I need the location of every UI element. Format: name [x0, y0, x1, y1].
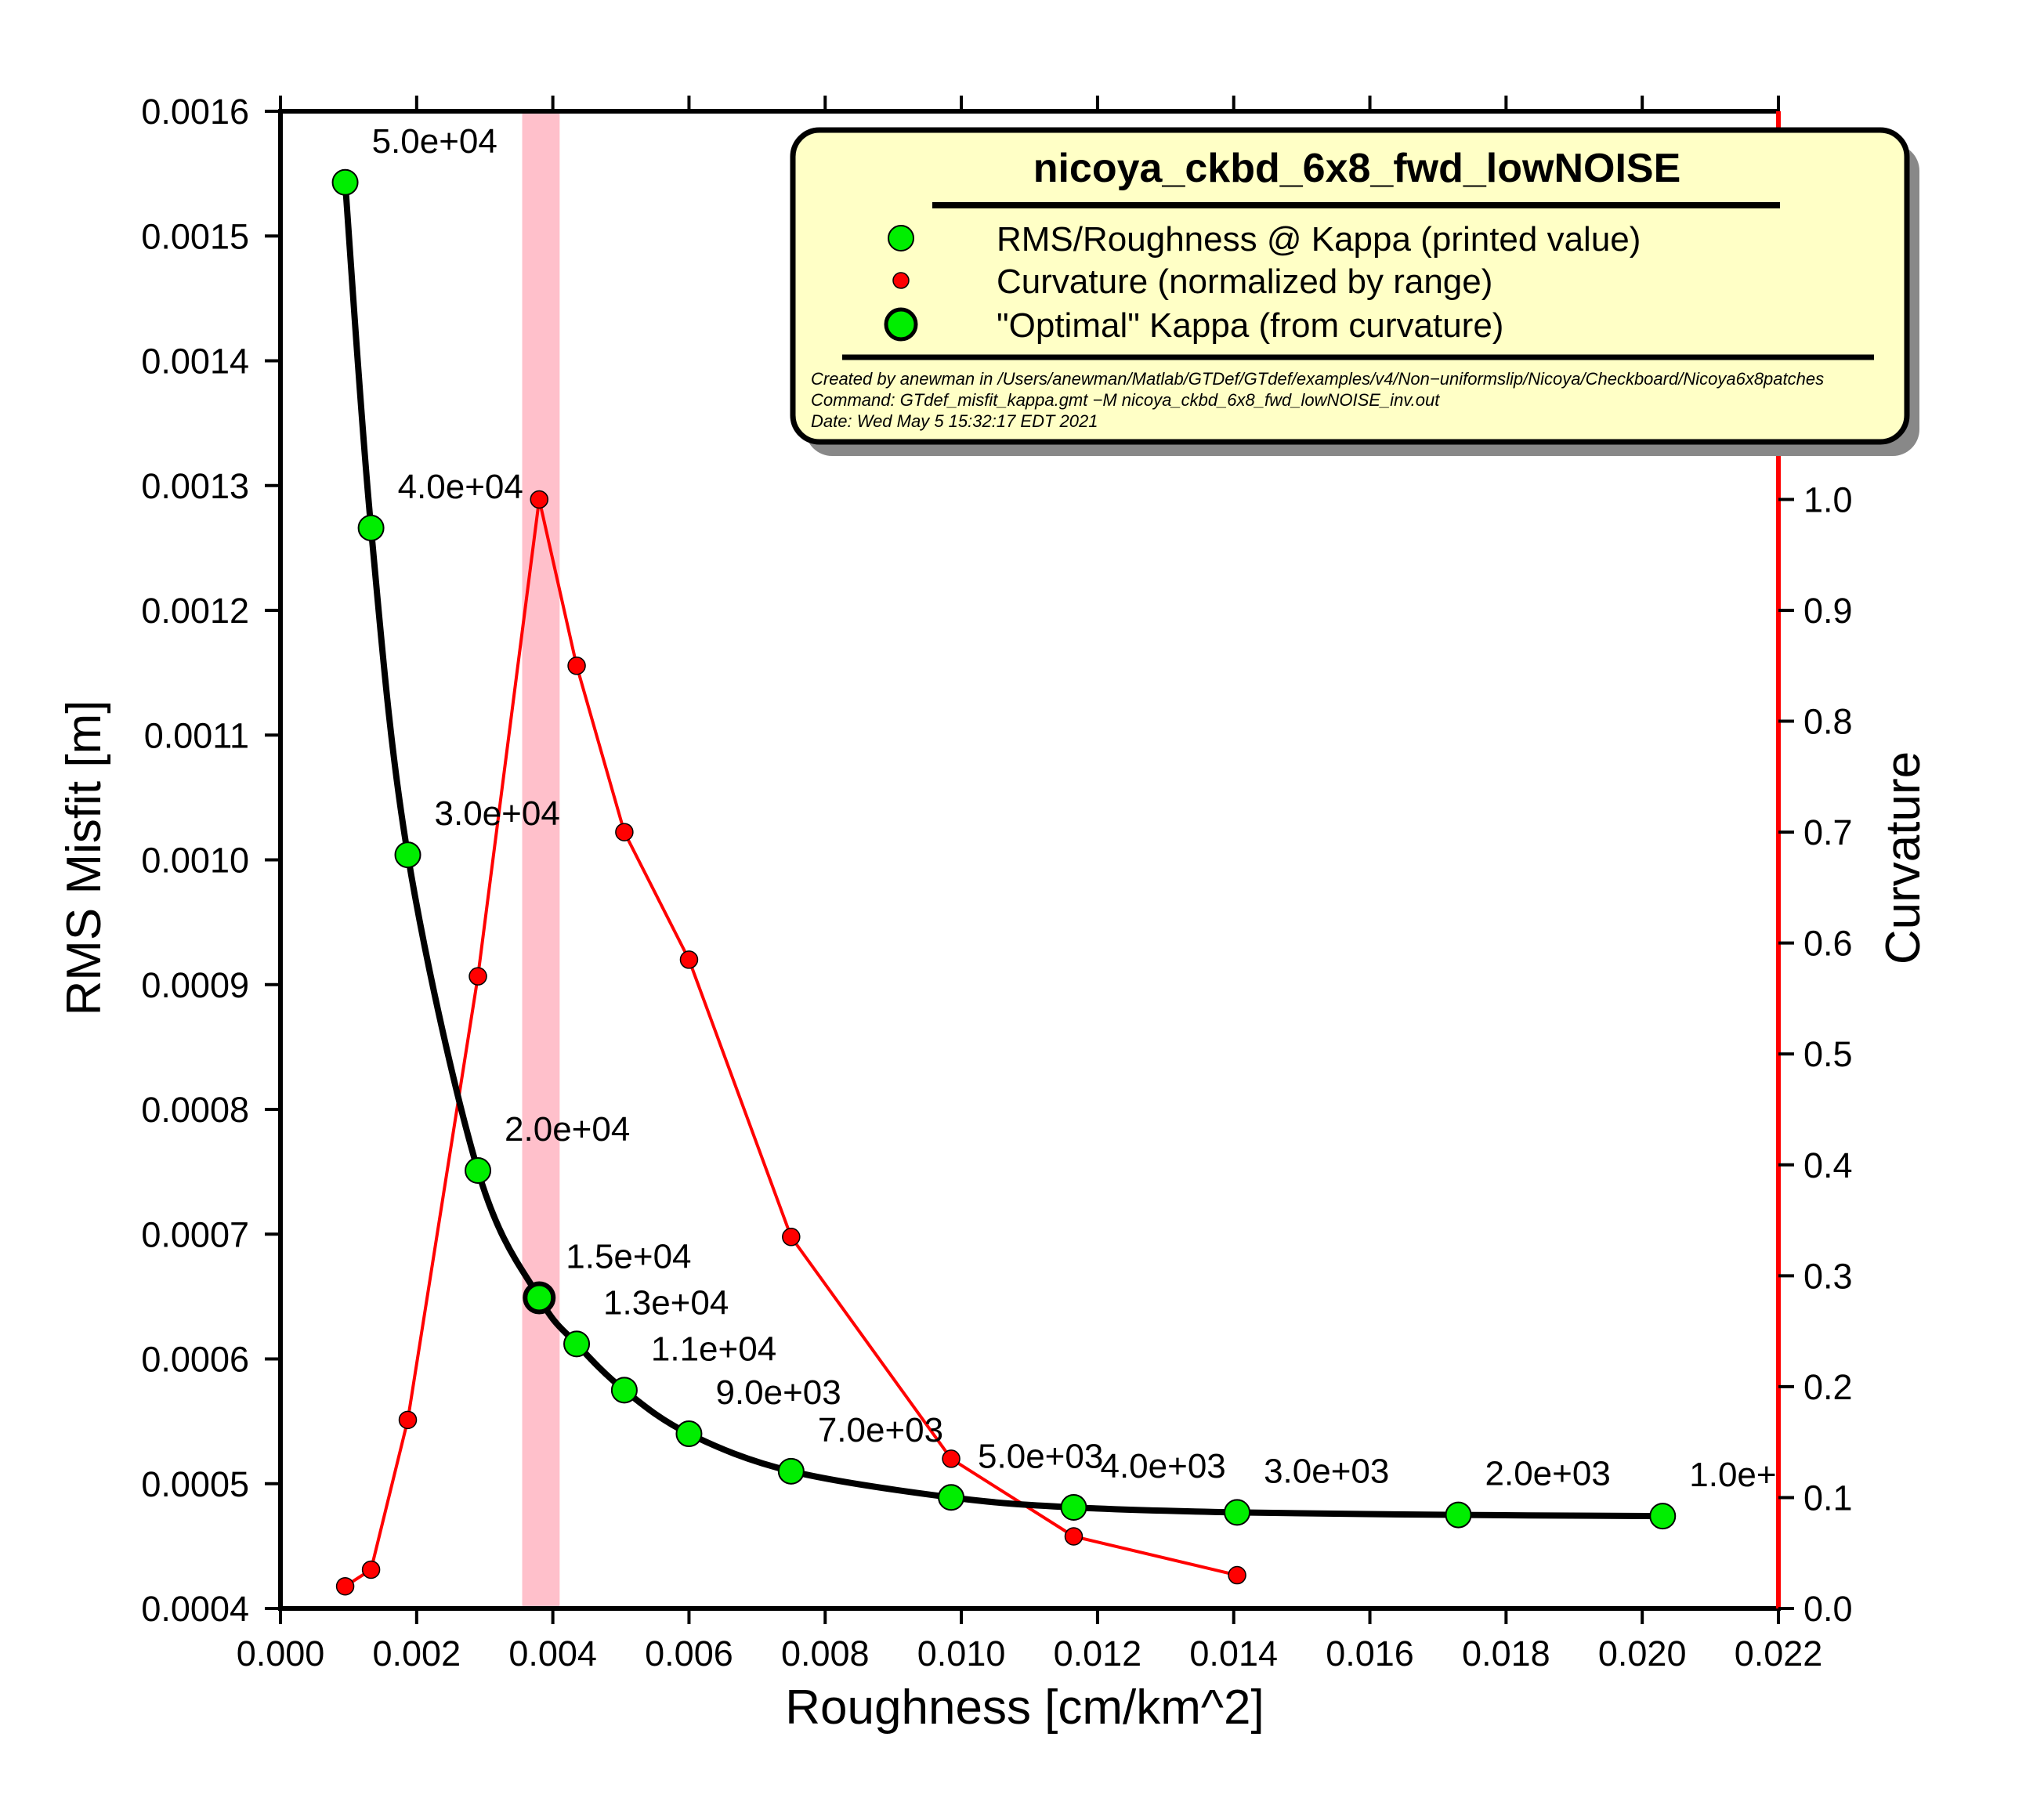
x-tick-label: 0.000: [237, 1634, 325, 1673]
rms-point: [331, 168, 359, 196]
legend-meta-command: Command: GTdef_misfit_kappa.gmt −M nicoy…: [811, 390, 1440, 410]
kappa-label: 7.0e+03: [818, 1411, 943, 1449]
y-tick-label: 0.0015: [141, 216, 249, 256]
rms-point: [1060, 1494, 1087, 1521]
kappa-label: 2.0e+04: [505, 1110, 630, 1149]
legend-optimal-marker: [884, 307, 918, 342]
curvature-point: [679, 950, 699, 969]
rms-point: [1649, 1503, 1677, 1530]
y-tick-label: 0.0004: [141, 1589, 249, 1629]
rms-point: [675, 1420, 703, 1448]
kappa-label: 1.0e+: [1689, 1456, 1776, 1494]
curvature-point: [615, 823, 634, 841]
y-tick-label: 0.0010: [141, 841, 249, 881]
x-tick-label: 0.012: [1054, 1634, 1142, 1673]
curvature-series: [335, 490, 1246, 1596]
curvature-point: [1228, 1565, 1246, 1585]
rms-point: [465, 1157, 492, 1185]
x-tick-label: 0.008: [781, 1634, 870, 1673]
curvature-point: [398, 1410, 418, 1430]
optimal-band: [522, 111, 560, 1608]
y2-axis-title: Curvature: [1876, 751, 1930, 964]
y2-tick-label: 0.5: [1803, 1034, 1853, 1074]
y-tick-label: 0.0007: [141, 1214, 249, 1254]
y-tick-label: 0.0009: [141, 965, 249, 1005]
y2-tick-label: 0.4: [1803, 1145, 1853, 1185]
y-axis-title: RMS Misfit [m]: [57, 700, 111, 1016]
y-tick-label: 0.0006: [141, 1340, 249, 1380]
curvature-point: [567, 657, 586, 675]
kappa-label: 4.0e+04: [398, 468, 523, 506]
y2-tick-label: 0.0: [1803, 1589, 1853, 1629]
rms-point: [357, 514, 385, 541]
legend-entry-rms: RMS/Roughness @ Kappa (printed value): [997, 220, 1641, 259]
y-tick-label: 0.0012: [141, 591, 249, 631]
x-tick-label: 0.014: [1189, 1634, 1278, 1673]
y2-tick-label: 0.9: [1803, 591, 1853, 631]
x-tick-label: 0.004: [508, 1634, 597, 1673]
legend-meta-date: Date: Wed May 5 15:32:17 EDT 2021: [811, 411, 1098, 431]
y2-tick-label: 0.3: [1803, 1256, 1853, 1296]
kappa-label: 5.0e+03: [978, 1437, 1103, 1475]
x-tick-label: 0.022: [1735, 1634, 1823, 1673]
axis-ticks: 0.000 0.002 0.004 0.006 0.008 0.010 0.012 0.014…: [141, 92, 1852, 1673]
curvature-line: [344, 499, 1238, 1588]
kappa-label: 5.0e+04: [372, 122, 497, 161]
kappa-label: 3.0e+04: [435, 794, 560, 833]
kappa-label: 1.3e+04: [603, 1283, 729, 1322]
rms-point: [563, 1330, 591, 1358]
y-tick-label: 0.0011: [144, 715, 249, 755]
rms-point: [1445, 1501, 1472, 1529]
x-tick-label: 0.018: [1462, 1634, 1550, 1673]
x-tick-label: 0.020: [1598, 1634, 1687, 1673]
legend-title: nicoya_ckbd_6x8_fwd_lowNOISE: [1033, 146, 1681, 191]
y2-tick-label: 0.6: [1803, 924, 1853, 964]
curvature-point: [782, 1228, 801, 1247]
kappa-label: 1.1e+04: [651, 1330, 776, 1368]
legend-entry-curvature: Curvature (normalized by range): [997, 262, 1492, 301]
y-tick-label: 0.0014: [141, 342, 249, 382]
kappa-label: 1.5e+04: [566, 1237, 691, 1275]
kappa-label: 9.0e+03: [715, 1373, 841, 1412]
legend-box: nicoya_ckbd_6x8_fwd_lowNOISE RMS/Roughne…: [790, 127, 1919, 456]
kappa-label: 2.0e+03: [1485, 1455, 1611, 1493]
y-tick-label: 0.0016: [141, 92, 249, 132]
rms-point: [394, 841, 421, 869]
kappa-labels: 5.0e+04 4.0e+04 3.0e+04 2.0e+04 1.5e+04 1.3e+…: [372, 122, 1777, 1494]
x-tick-label: 0.006: [645, 1634, 733, 1673]
legend-rms-marker: [888, 225, 914, 251]
curvature-point: [530, 490, 549, 509]
curvature-point: [335, 1576, 355, 1596]
rms-point: [777, 1457, 805, 1485]
curvature-point: [942, 1449, 960, 1468]
legend-curvature-marker: [892, 272, 910, 289]
curvature-point: [361, 1560, 381, 1579]
x-tick-label: 0.002: [373, 1634, 461, 1673]
optimal-band-layer: [522, 111, 560, 1608]
rms-series: [331, 168, 1677, 1530]
rms-point: [1224, 1499, 1251, 1526]
x-tick-label: 0.010: [917, 1634, 1006, 1673]
kappa-label: 4.0e+03: [1100, 1447, 1225, 1485]
legend-entry-optimal: "Optimal" Kappa (from curvature): [997, 306, 1503, 345]
y-tick-label: 0.0008: [141, 1090, 249, 1130]
kappa-label: 3.0e+03: [1264, 1452, 1389, 1490]
legend-meta-created: Created by anewman in /Users/anewman/Mat…: [811, 369, 1824, 389]
curvature-point: [1064, 1527, 1084, 1546]
y2-tick-label: 0.8: [1803, 702, 1853, 742]
rms-point: [610, 1377, 638, 1404]
y2-tick-label: 0.2: [1803, 1367, 1853, 1407]
x-tick-label: 0.016: [1326, 1634, 1414, 1673]
optimal-kappa-marker: [523, 1281, 556, 1315]
y2-tick-label: 0.7: [1803, 812, 1853, 852]
y-tick-label: 0.0013: [141, 466, 249, 506]
y2-tick-label: 0.1: [1803, 1478, 1853, 1518]
x-axis-title: Roughness [cm/km^2]: [785, 1681, 1264, 1735]
curvature-point: [468, 967, 487, 986]
y-tick-label: 0.0005: [141, 1464, 249, 1504]
rms-point: [938, 1484, 965, 1511]
y2-tick-label: 1.0: [1803, 479, 1853, 519]
